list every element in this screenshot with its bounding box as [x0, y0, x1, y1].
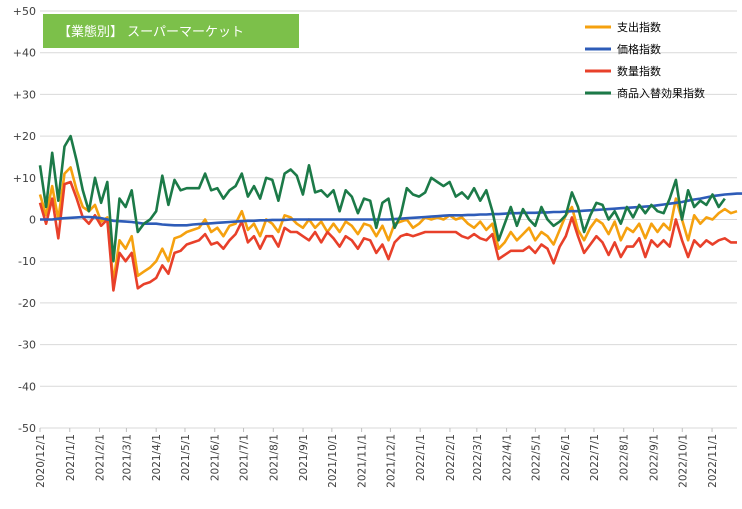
x-tick-label: 2022/8/1 — [619, 434, 631, 481]
y-tick-label: +30 — [13, 88, 36, 101]
x-tick-label: 2021/11/1 — [357, 434, 369, 488]
legend-label: 支出指数 — [617, 20, 661, 34]
y-tick-label: -40 — [18, 380, 36, 393]
y-tick-label: -20 — [18, 297, 36, 310]
x-tick-label: 2021/3/1 — [121, 434, 133, 481]
x-tick-label: 2021/4/1 — [151, 434, 163, 481]
x-tick-label: 2022/10/1 — [677, 434, 689, 488]
badge-background — [43, 14, 299, 48]
series-line-2 — [38, 180, 737, 292]
x-axis-tick-labels: 2020/12/1 2021/1/1 2021/2/1 2021/3/1 2021/4/… — [35, 428, 719, 488]
y-axis-tick-labels: +50 +40 +30 +20 +10 0 -10 -20 -30 -40 -50 — [13, 5, 36, 435]
x-tick-label: 2020/12/1 — [35, 434, 47, 488]
y-tick-label: +20 — [13, 130, 36, 143]
y-tick-label: +10 — [13, 172, 36, 185]
x-tick-label: 2022/4/1 — [502, 434, 514, 481]
y-tick-label: +40 — [13, 47, 36, 60]
y-tick-label: -50 — [18, 422, 36, 435]
x-tick-label: 2022/3/1 — [472, 434, 484, 481]
x-tick-label: 2021/6/1 — [210, 434, 222, 481]
x-tick-label: 2022/5/1 — [530, 434, 542, 481]
x-tick-label: 2021/8/1 — [268, 434, 280, 481]
x-tick-label: 2022/1/1 — [415, 434, 427, 481]
legend-label: 数量指数 — [617, 64, 661, 78]
x-tick-label: 2021/1/1 — [65, 434, 77, 481]
x-tick-label: 2021/2/1 — [95, 434, 107, 481]
y-tick-label: 0 — [29, 214, 36, 227]
x-tick-label: 2022/2/1 — [445, 434, 457, 481]
y-tick-label: +50 — [13, 5, 36, 18]
series-lines — [38, 134, 742, 292]
x-tick-label: 2022/9/1 — [648, 434, 660, 481]
y-tick-label: -10 — [18, 255, 36, 268]
x-tick-label: 2021/12/1 — [385, 434, 397, 488]
x-tick-label: 2022/7/1 — [589, 434, 601, 481]
x-tick-label: 2022/11/1 — [707, 434, 719, 488]
chart-title-badge: 【業態別】 スーパーマーケット — [43, 14, 299, 48]
x-tick-label: 2021/5/1 — [180, 434, 192, 481]
legend-label: 価格指数 — [617, 42, 661, 56]
badge-text: 【業態別】 スーパーマーケット — [58, 24, 244, 40]
x-tick-label: 2022/6/1 — [560, 434, 572, 481]
legend-label: 商品入替効果指数 — [617, 86, 705, 100]
series-line-3 — [38, 134, 726, 263]
x-tick-label: 2021/10/1 — [327, 434, 339, 488]
x-tick-label: 2021/9/1 — [298, 434, 310, 481]
y-tick-label: -30 — [18, 339, 36, 352]
x-tick-label: 2021/7/1 — [239, 434, 251, 481]
series-line-0 — [38, 166, 738, 284]
